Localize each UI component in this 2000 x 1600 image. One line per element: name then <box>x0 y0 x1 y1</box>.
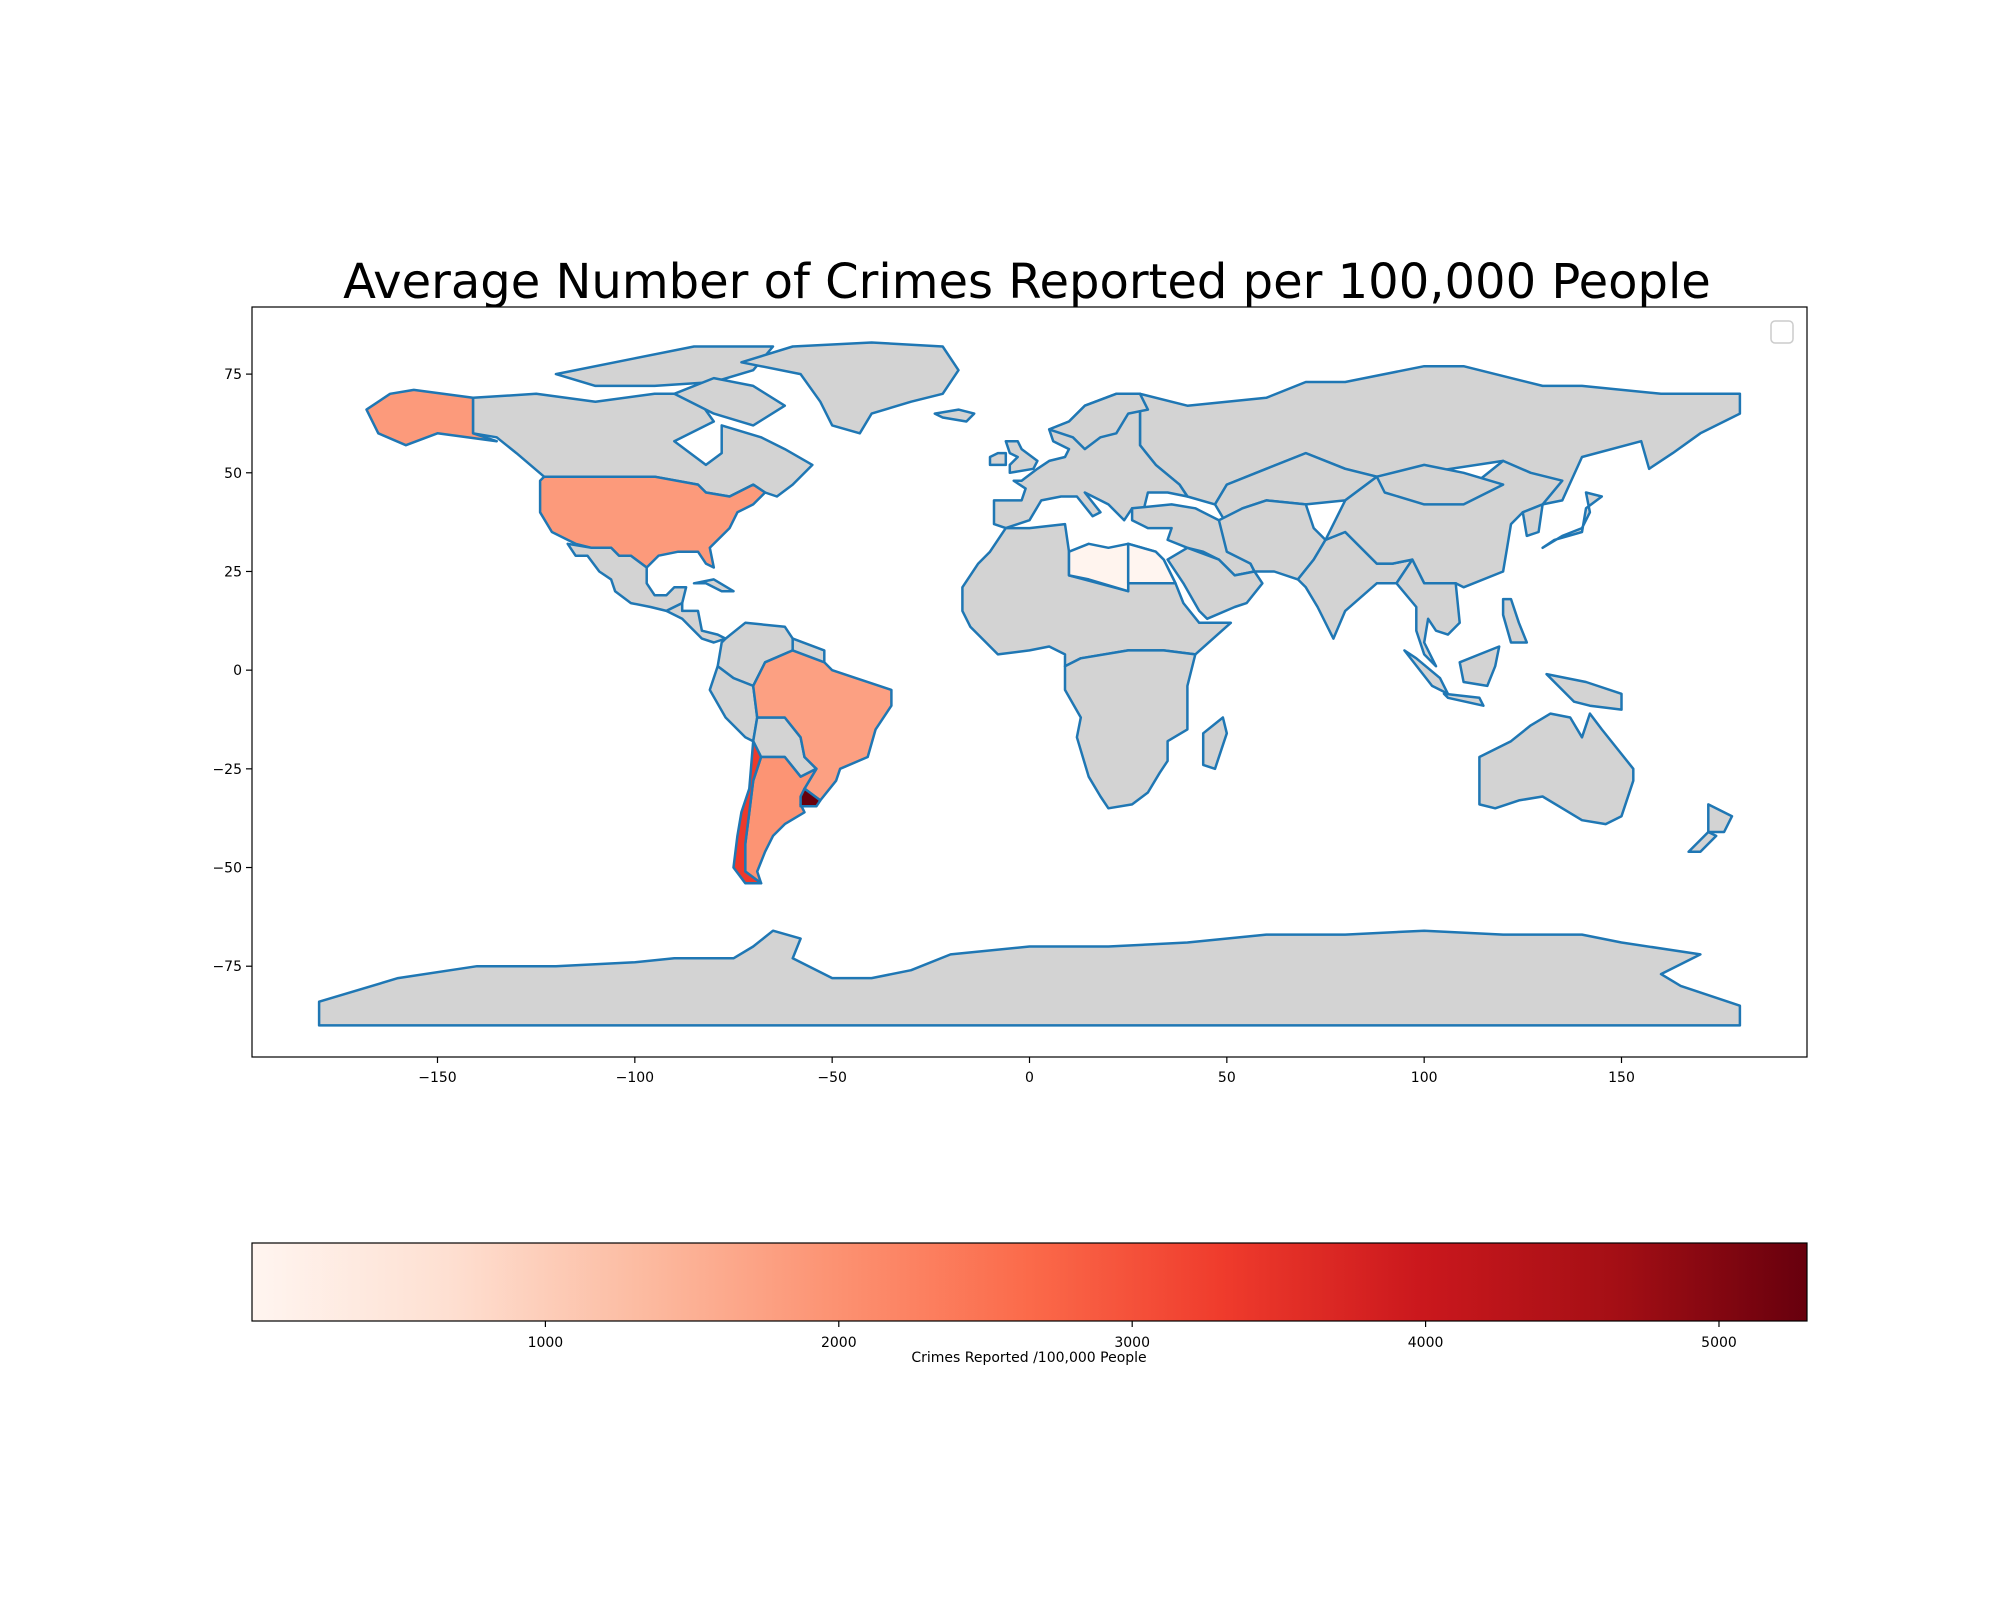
country-scandinavia <box>1047 392 1150 451</box>
colorbar-tick-label: 2000 <box>821 1335 857 1351</box>
colorbar: 1000 2000 3000 4000 5000 Crimes Reported /10… <box>251 1242 1808 1366</box>
country-brazil <box>751 649 893 802</box>
country-southeast-asia <box>1395 558 1461 668</box>
country-egypt <box>1126 542 1177 585</box>
y-tick-label: 25 <box>224 564 242 580</box>
country-mexico <box>566 542 688 613</box>
country-mongolia <box>1375 463 1505 506</box>
country-indonesia-borneo <box>1458 645 1501 688</box>
map-area <box>251 306 1808 1058</box>
y-tick-label: 0 <box>233 663 242 679</box>
country-ireland <box>988 451 1008 467</box>
y-axis: 75 50 25 0 −25 −50 −75 <box>212 367 252 975</box>
colorbar-tick-label: 5000 <box>1701 1335 1737 1351</box>
country-madagascar <box>1201 716 1229 771</box>
country-uruguay <box>799 787 822 808</box>
country-uk <box>1004 439 1039 475</box>
country-iceland <box>933 408 976 423</box>
country-chile <box>732 739 763 885</box>
y-tick-label: 50 <box>224 466 242 482</box>
x-tick-label: 0 <box>1025 1070 1034 1086</box>
chart-title: Average Number of Crimes Reported per 10… <box>343 254 1711 310</box>
country-greenland <box>740 341 960 435</box>
country-new-zealand <box>1707 803 1734 834</box>
x-tick-label: 150 <box>1608 1070 1635 1086</box>
x-tick-label: −100 <box>616 1070 654 1086</box>
country-japan <box>1541 491 1604 550</box>
country-central-america <box>665 601 727 644</box>
country-indonesia-java <box>1442 692 1485 707</box>
legend-box <box>1770 320 1794 344</box>
x-tick-label: −50 <box>817 1070 847 1086</box>
country-indonesia-sumatra <box>1403 649 1450 696</box>
x-axis: −150 −100 −50 0 50 100 150 <box>418 1057 1635 1086</box>
colorbar-tick-label: 1000 <box>528 1335 564 1351</box>
x-tick-label: −150 <box>418 1070 456 1086</box>
colorbar-label: Crimes Reported /100,000 People <box>911 1350 1146 1366</box>
x-tick-label: 100 <box>1411 1070 1438 1086</box>
country-philippines <box>1501 597 1529 644</box>
country-cuba <box>692 578 735 593</box>
country-united-states <box>365 388 498 447</box>
country-canada-islands <box>554 345 775 388</box>
colorbar-tick-label: 4000 <box>1408 1335 1444 1351</box>
country-korea <box>1521 503 1544 538</box>
colorbar-tick-label: 3000 <box>1114 1335 1150 1351</box>
country-new-guinea <box>1545 672 1623 711</box>
country-europe <box>992 392 1189 530</box>
y-tick-label: −25 <box>212 762 242 778</box>
country-antarctica <box>317 929 1742 1027</box>
country-arabia <box>1166 546 1264 621</box>
country-canada-baffin <box>673 376 787 427</box>
y-tick-label: −50 <box>212 861 242 877</box>
y-tick-label: −75 <box>212 959 242 975</box>
colorbar-ticks: 1000 2000 3000 4000 5000 <box>528 1321 1737 1351</box>
country-africa-south <box>1063 649 1197 810</box>
countries-layer <box>317 341 1742 1027</box>
x-tick-label: 50 <box>1218 1070 1236 1086</box>
country-new-zealand <box>1687 830 1718 853</box>
y-tick-label: 75 <box>224 367 242 383</box>
colorbar-gradient <box>251 1242 1808 1322</box>
country-australia <box>1478 712 1635 826</box>
